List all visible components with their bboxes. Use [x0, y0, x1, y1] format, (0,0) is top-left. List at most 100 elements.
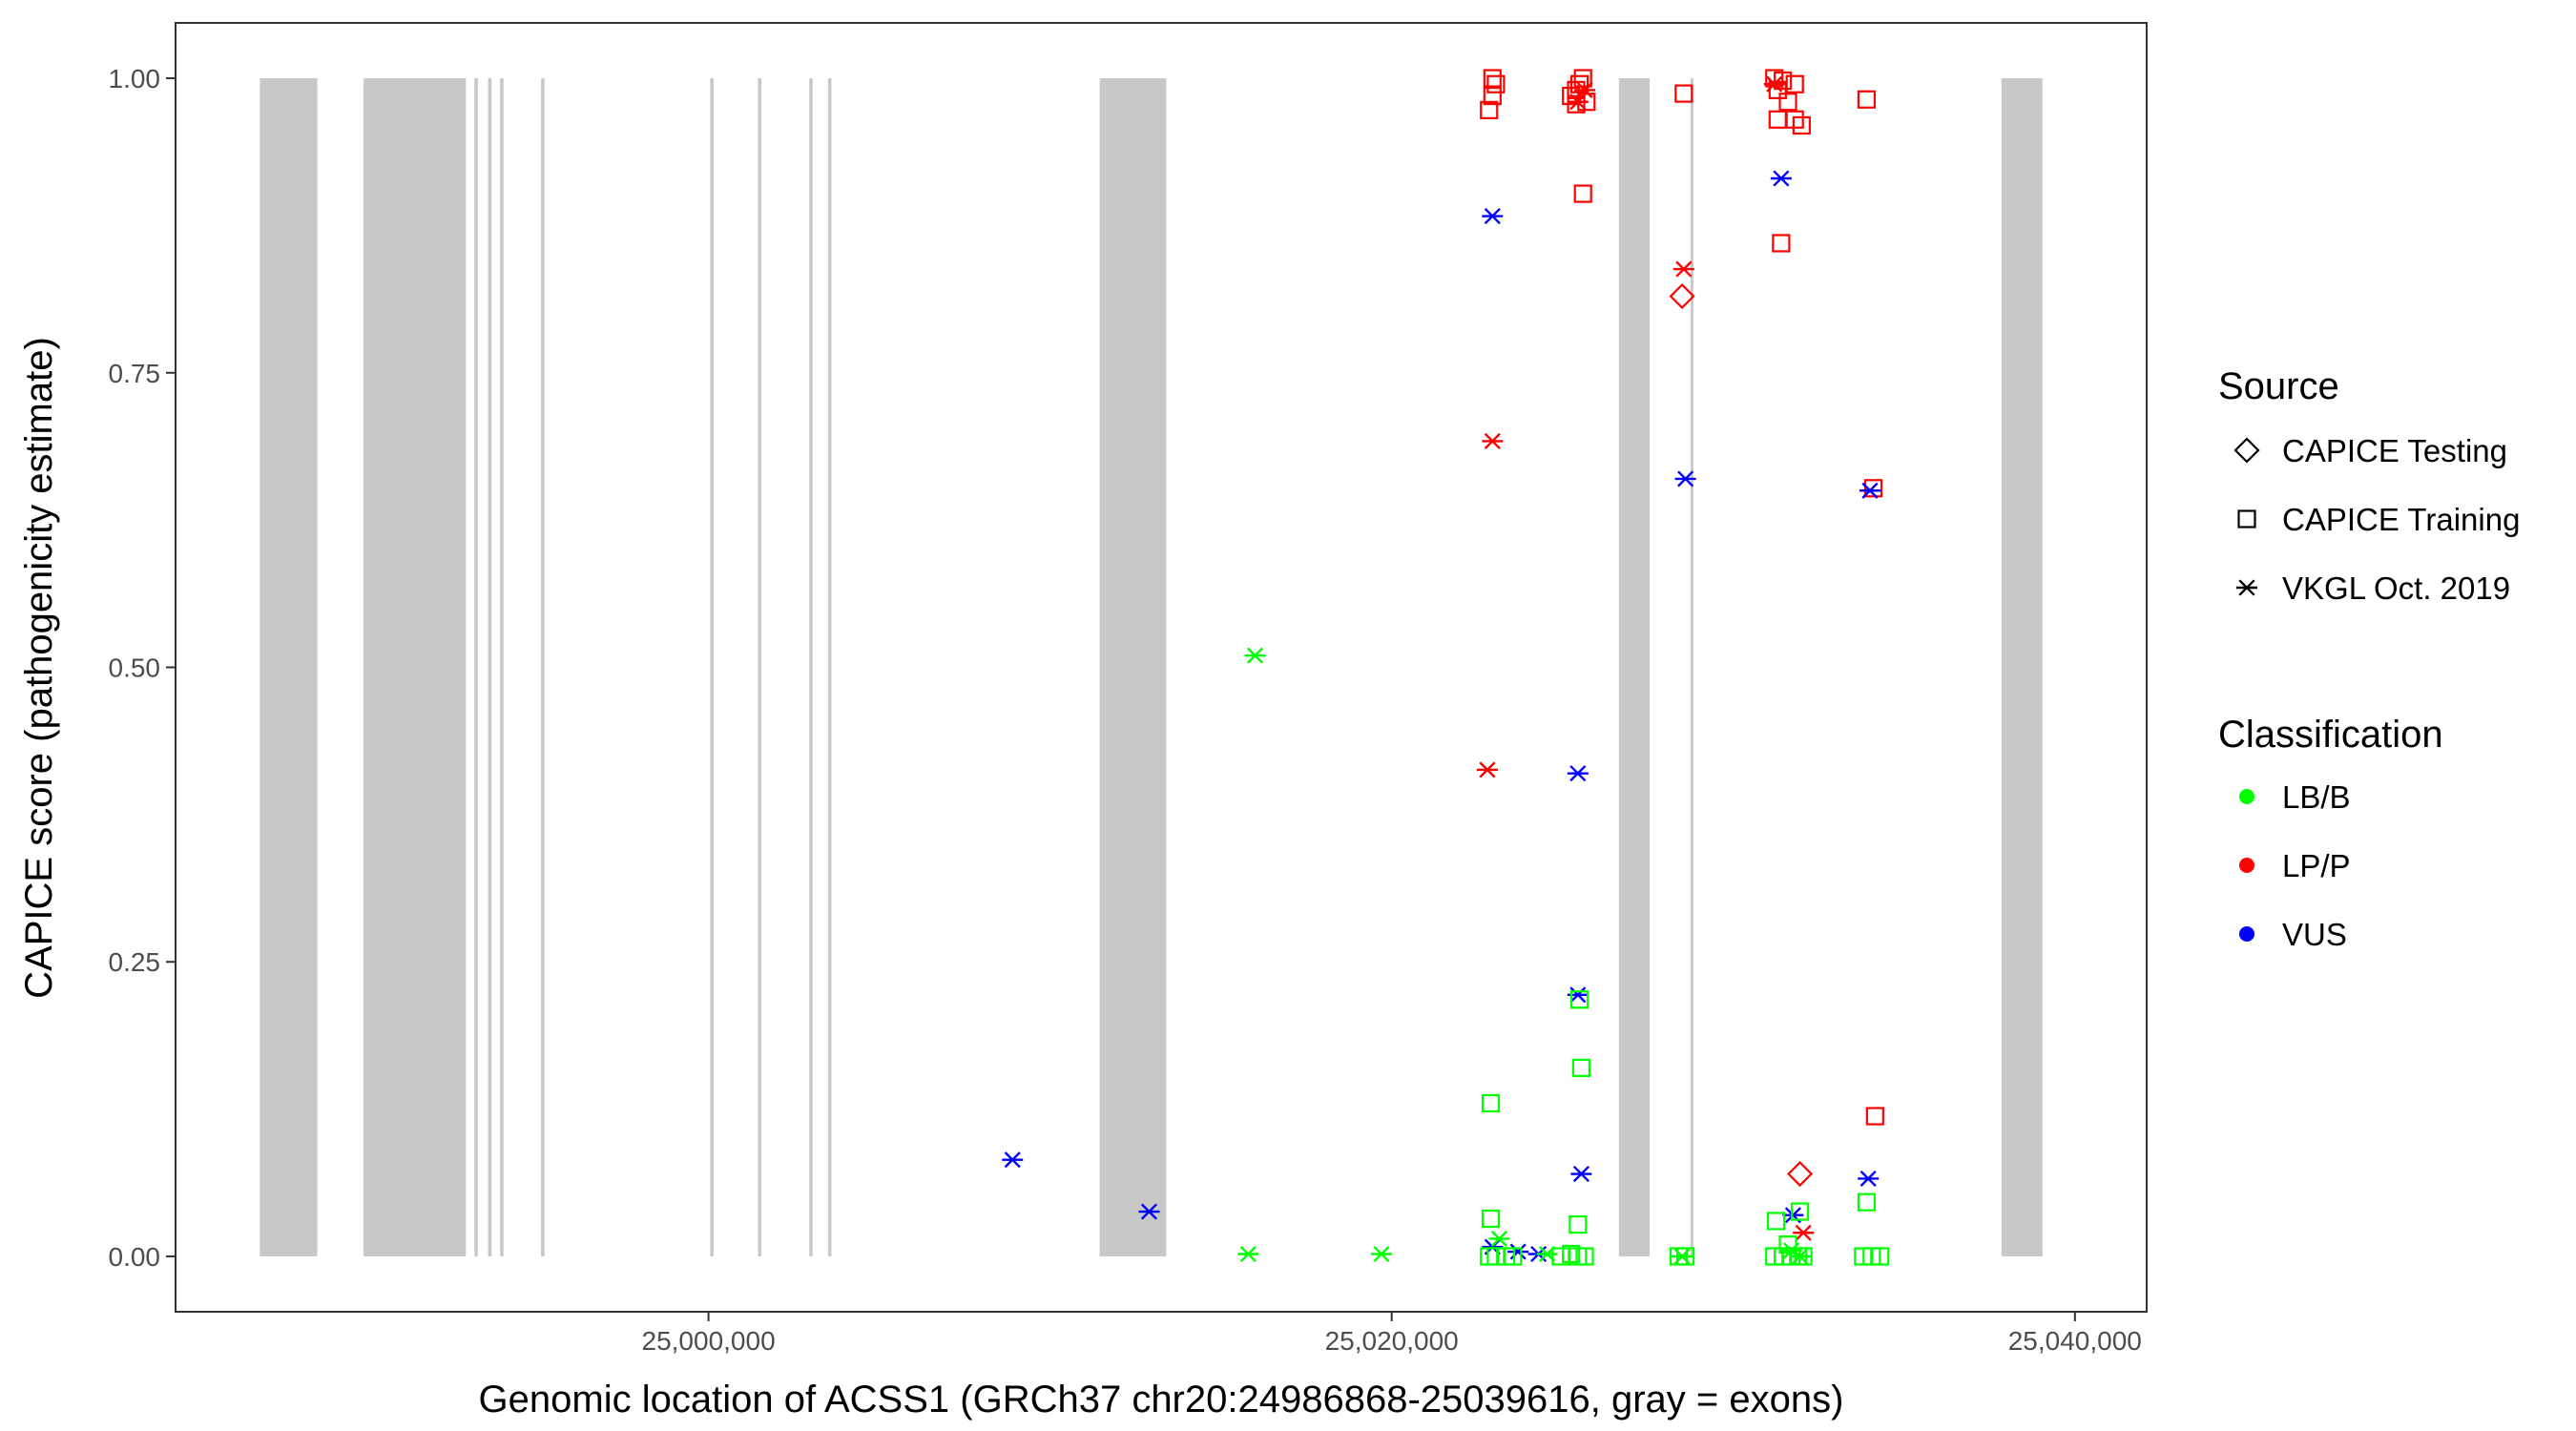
- data-point: [1567, 94, 1586, 114]
- data-point: [1570, 990, 1589, 1009]
- data-point: [1772, 234, 1791, 253]
- exon-band: [260, 78, 318, 1256]
- y-tick-label: 0.25: [109, 947, 161, 977]
- legend: Source CAPICE Testing CAPICE Training VKGL…: [2218, 365, 2520, 952]
- exon-band: [1690, 78, 1693, 1256]
- data-point: [1793, 1224, 1815, 1241]
- exon-bands: [260, 78, 2043, 1256]
- data-point: [1002, 1151, 1024, 1169]
- data-point: [1863, 479, 1883, 498]
- y-tick-label: 0.75: [109, 359, 161, 388]
- exon-band: [488, 78, 492, 1256]
- data-point: [1674, 84, 1693, 103]
- data-point: [1859, 482, 1880, 499]
- axes: 0.00 0.25 0.50 0.75 1.00 25,000,000 25,020,000…: [109, 64, 2142, 1356]
- data-point: [1676, 1247, 1695, 1266]
- legend-key-dot: [2239, 789, 2254, 804]
- data-point: [1763, 75, 1785, 93]
- data-point: [1674, 470, 1696, 487]
- exon-band: [541, 78, 545, 1256]
- data-point: [1486, 74, 1506, 93]
- data-point: [1770, 170, 1792, 187]
- data-point: [1573, 184, 1592, 203]
- data-point: [1482, 207, 1504, 225]
- legend-key-dot: [2239, 926, 2254, 942]
- data-point: [1871, 1247, 1890, 1266]
- data-point: [1504, 1247, 1523, 1266]
- data-point: [1865, 1107, 1884, 1126]
- legend-key-dot: [2239, 858, 2254, 873]
- data-point: [1573, 81, 1595, 98]
- exon-band: [2001, 78, 2043, 1256]
- data-point: [1507, 1243, 1529, 1260]
- exon-band: [710, 78, 714, 1256]
- data-points: [1002, 69, 1890, 1266]
- data-point: [1568, 1215, 1588, 1234]
- data-point: [1482, 432, 1504, 449]
- legend-key-diamond: [2233, 437, 2260, 464]
- exon-band: [827, 78, 832, 1256]
- data-point: [1483, 69, 1502, 88]
- x-tick-label: 25,020,000: [1325, 1326, 1459, 1356]
- data-point: [1766, 1212, 1786, 1231]
- legend-key-square: [2237, 509, 2256, 529]
- exon-band: [474, 78, 478, 1256]
- data-point: [1858, 1170, 1880, 1188]
- data-point: [1481, 1093, 1501, 1113]
- exon-band: [363, 78, 467, 1256]
- legend-label: CAPICE Training: [2282, 502, 2520, 537]
- data-point: [1774, 71, 1793, 91]
- legend-label: CAPICE Testing: [2282, 433, 2507, 468]
- data-point: [1787, 1160, 1814, 1188]
- data-point: [1573, 69, 1592, 88]
- data-point: [1778, 1235, 1797, 1255]
- legend-label: VKGL Oct. 2019: [2282, 570, 2510, 606]
- data-point: [1244, 647, 1266, 664]
- data-point: [1669, 282, 1695, 310]
- exon-band: [1618, 78, 1651, 1256]
- legend-label: LB/B: [2282, 779, 2351, 815]
- exon-band: [1099, 78, 1167, 1256]
- data-point: [1483, 86, 1502, 106]
- data-point: [1570, 74, 1589, 93]
- legend-title-classification: Classification: [2218, 714, 2443, 756]
- exon-band: [758, 78, 762, 1256]
- legend-source-items: CAPICE Testing CAPICE Training VKGL Oct. 2…: [2233, 433, 2520, 606]
- data-point: [1237, 1245, 1259, 1263]
- legend-key-asterisk: [2236, 579, 2257, 596]
- y-tick-label: 1.00: [109, 64, 161, 93]
- data-point: [1562, 1244, 1581, 1264]
- data-point: [1672, 260, 1694, 278]
- legend-label: VUS: [2282, 917, 2347, 952]
- data-point: [1138, 1203, 1160, 1220]
- data-point: [1488, 1230, 1510, 1247]
- exon-band: [500, 78, 504, 1256]
- x-axis-title: Genomic location of ACSS1 (GRCh37 chr20:…: [479, 1379, 1844, 1421]
- data-point: [1476, 761, 1498, 778]
- data-point: [1768, 110, 1787, 129]
- y-tick-label: 0.50: [109, 653, 161, 683]
- y-axis-title: CAPICE score (pathogenicity estimate): [18, 337, 60, 999]
- data-point: [1370, 1245, 1392, 1263]
- data-point: [1567, 765, 1589, 782]
- x-tick-label: 25,040,000: [2008, 1326, 2142, 1356]
- y-tick-label: 0.00: [109, 1242, 161, 1272]
- x-tick-label: 25,000,000: [642, 1326, 776, 1356]
- exon-band: [809, 78, 813, 1256]
- legend-classification-items: LB/B LP/P VUS: [2239, 779, 2351, 952]
- data-point: [1792, 115, 1811, 135]
- data-point: [1857, 90, 1876, 109]
- legend-label: LP/P: [2282, 848, 2351, 883]
- data-point: [1567, 93, 1589, 111]
- data-point: [1794, 1247, 1813, 1266]
- legend-title-source: Source: [2218, 365, 2339, 407]
- data-point: [1570, 1165, 1592, 1183]
- data-point: [1571, 1058, 1591, 1077]
- data-point: [1481, 1209, 1501, 1229]
- data-point: [1790, 1202, 1810, 1221]
- data-point: [1575, 1247, 1594, 1266]
- data-point: [1480, 100, 1499, 119]
- data-point: [1857, 1192, 1876, 1212]
- data-point: [1778, 93, 1797, 112]
